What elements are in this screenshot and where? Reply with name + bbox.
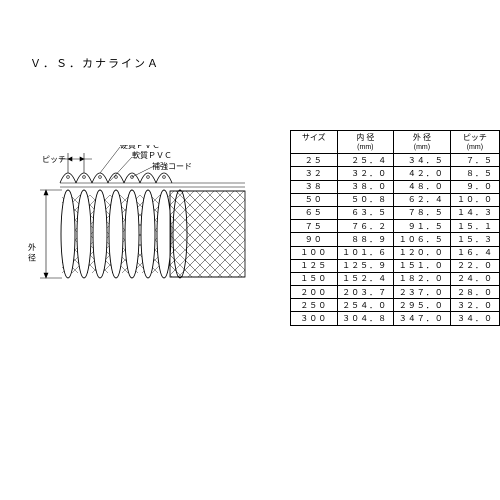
col-header: 外 径(mm) [394, 131, 451, 154]
label-hard-pvc: 硬質ＰＶＣ [120, 145, 160, 150]
hose-diagram: ピッチ 硬質ＰＶＣ 軟質ＰＶＣ 補強コード 外 径 [20, 145, 250, 320]
table-cell: ４８．０ [394, 180, 451, 193]
table-cell: ２８．０ [450, 286, 499, 299]
page-title: Ｖ．Ｓ．カナラインＡ [30, 55, 160, 71]
table-cell: １０６．５ [394, 233, 451, 246]
table-row: ６５６３．５７８．５１４．３ [291, 206, 500, 219]
table-cell: ３４７．０ [394, 312, 451, 325]
table-cell: １８２．０ [394, 272, 451, 285]
table-row: ３８３８．０４８．０９．０ [291, 180, 500, 193]
table-cell: ２２．０ [450, 259, 499, 272]
table-cell: ９１．５ [394, 220, 451, 233]
table-cell: ５０ [291, 193, 338, 206]
table-cell: ２３７．０ [394, 286, 451, 299]
table-cell: ３２ [291, 167, 338, 180]
table-cell: ３２．０ [450, 299, 499, 312]
col-header: 内 径(mm) [337, 131, 394, 154]
label-outer-dia: 外 径 [28, 242, 37, 261]
table-row: ７５７６．２９１．５１５．１ [291, 220, 500, 233]
table-cell: ２４．０ [450, 272, 499, 285]
table-cell: ３０４．８ [337, 312, 394, 325]
table-cell: ７．５ [450, 154, 499, 167]
table-cell: ３２．０ [337, 167, 394, 180]
table-cell: １５２．４ [337, 272, 394, 285]
table-cell: ５０．８ [337, 193, 394, 206]
table-cell: １００ [291, 246, 338, 259]
table-cell: １５．３ [450, 233, 499, 246]
table-cell: ３８ [291, 180, 338, 193]
table-cell: ８．５ [450, 167, 499, 180]
table-cell: ３４．５ [394, 154, 451, 167]
table-row: ３２３２．０４２．０８．５ [291, 167, 500, 180]
table-cell: ９０ [291, 233, 338, 246]
table-cell: ２５４．０ [337, 299, 394, 312]
table-row: ２００２０３．７２３７．０２８．０ [291, 286, 500, 299]
table-cell: １０．０ [450, 193, 499, 206]
table-cell: ９．０ [450, 180, 499, 193]
table-cell: ２００ [291, 286, 338, 299]
table-cell: ７５ [291, 220, 338, 233]
table-cell: １０１．６ [337, 246, 394, 259]
col-header: ピッチ(mm) [450, 131, 499, 154]
table-row: ５０５０．８６２．４１０．０ [291, 193, 500, 206]
table-row: ３００３０４．８３４７．０３４．０ [291, 312, 500, 325]
table-cell: ７６．２ [337, 220, 394, 233]
table-cell: １２５ [291, 259, 338, 272]
label-soft-pvc: 軟質ＰＶＣ [132, 150, 172, 160]
table-row: １２５１２５．９１５１．０２２．０ [291, 259, 500, 272]
table-cell: ２５ [291, 154, 338, 167]
table-row: １００１０１．６１２０．０１６．４ [291, 246, 500, 259]
table-cell: １５．１ [450, 220, 499, 233]
table-row: ２５２５．４３４．５７．５ [291, 154, 500, 167]
table-cell: ６５ [291, 206, 338, 219]
spec-table: サイズ 内 径(mm)外 径(mm)ピッチ(mm)２５２５．４３４．５７．５３２… [290, 130, 500, 326]
table-cell: １２５．９ [337, 259, 394, 272]
table-cell: ８８．９ [337, 233, 394, 246]
table-cell: １５０ [291, 272, 338, 285]
table-cell: ３８．０ [337, 180, 394, 193]
table-cell: ２９５．０ [394, 299, 451, 312]
table-cell: ２５．４ [337, 154, 394, 167]
table-cell: ７８．５ [394, 206, 451, 219]
table-cell: １２０．０ [394, 246, 451, 259]
table-row: １５０１５２．４１８２．０２４．０ [291, 272, 500, 285]
label-pitch: ピッチ [42, 155, 66, 164]
table-cell: ６２．４ [394, 193, 451, 206]
table-cell: ６３．５ [337, 206, 394, 219]
table-cell: １５１．０ [394, 259, 451, 272]
table-row: ９０８８．９１０６．５１５．３ [291, 233, 500, 246]
table-cell: ３４．０ [450, 312, 499, 325]
col-header: サイズ [291, 131, 338, 154]
table-cell: ２０３．７ [337, 286, 394, 299]
table-cell: ２５０ [291, 299, 338, 312]
table-cell: １６．４ [450, 246, 499, 259]
table-cell: ３００ [291, 312, 338, 325]
table-cell: ４２．０ [394, 167, 451, 180]
label-cord: 補強コード [152, 161, 192, 171]
table-row: ２５０２５４．０２９５．０３２．０ [291, 299, 500, 312]
table-cell: １４．３ [450, 206, 499, 219]
